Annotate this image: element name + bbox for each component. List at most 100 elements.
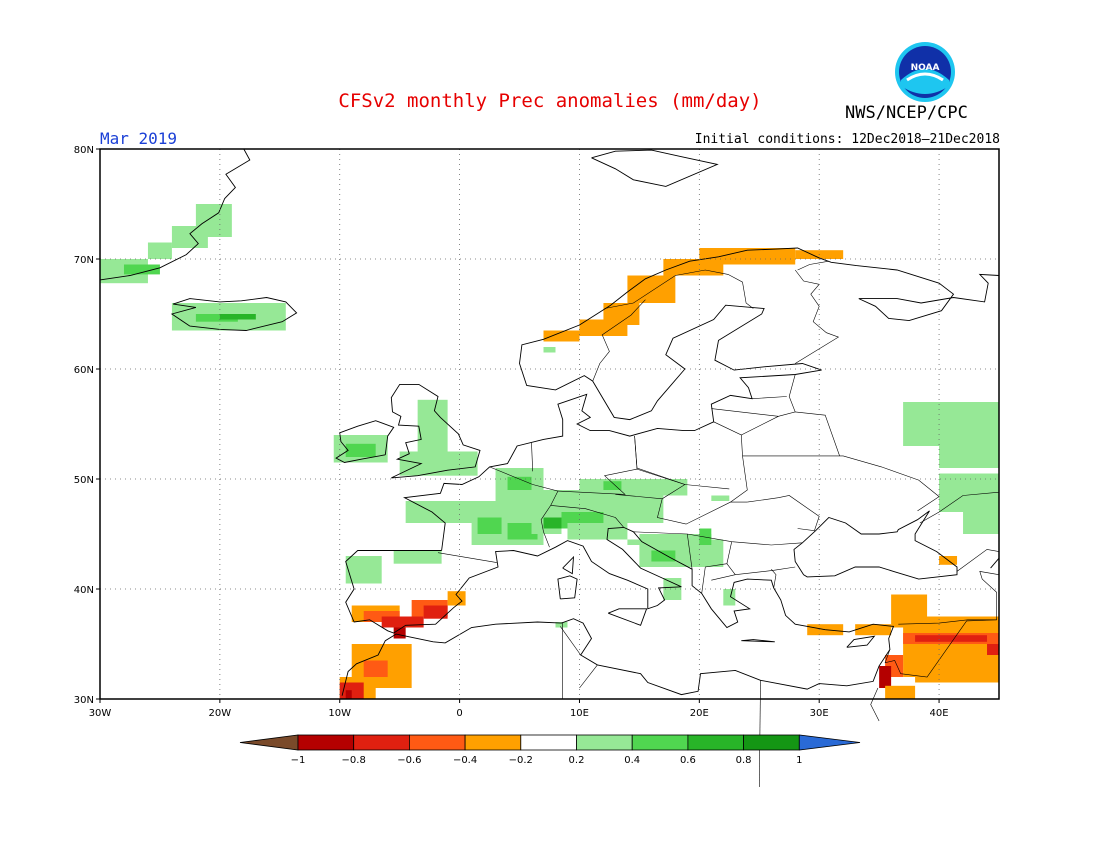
lat-tick-label: 60N [74,365,94,376]
anomaly-cell [963,495,999,534]
coastline [591,149,719,187]
lat-tick-label: 50N [74,475,94,486]
border-line [711,408,779,417]
anomaly-cell [879,666,892,688]
anomaly-cell [699,539,724,567]
lon-tick-label: 20E [690,708,709,719]
colorbar-label: 0.6 [680,755,696,766]
anomaly-cell [711,495,730,501]
colorbar: −1 −0.8 −0.6 −0.4 −0.2 0.2 0.4 0.6 0.8 1 [239,734,861,766]
anomaly-cell [885,685,916,699]
border-line [615,484,730,500]
anomaly-cell [477,517,502,534]
colorbar-label: 0.2 [569,755,585,766]
lon-tick-label: 30W [89,708,112,719]
anomaly-cell [627,275,676,303]
colorbar-label: −1 [291,755,306,766]
anomaly-cell [543,330,580,342]
coastline [403,247,1000,551]
anomaly-cell [939,440,999,468]
colorbar-label: 0.4 [624,755,640,766]
border-line [870,687,880,722]
coastlines [99,148,1000,788]
anomaly-cell [723,589,736,606]
border-line [759,680,761,788]
anomaly-cell [417,399,448,452]
anomaly-cell [381,616,424,628]
lat-tick-label: 70N [74,255,94,266]
border-line [550,505,625,528]
border-line [747,495,820,532]
coastline [557,575,578,600]
anomaly-cell [345,443,376,457]
anomaly-cell [543,347,556,353]
coastline [846,635,876,648]
anomaly-cell [915,616,999,628]
lat-tick-label: 40N [74,585,94,596]
lon-tick-label: 0 [456,708,462,719]
anomaly-cell [345,690,352,699]
anomaly-cell [915,655,999,683]
colorbar-label: 0.8 [736,755,752,766]
anomaly-cell [699,528,712,545]
border-line [657,498,748,525]
colorbar-segment [743,734,800,751]
noaa-logo-text: NOAA [911,63,940,73]
coastline [990,557,1000,569]
lat-tick-label: 80N [74,145,94,156]
anomaly-cell [123,264,160,275]
colorbar-segment [631,734,689,751]
anomaly-cell [555,622,568,628]
anomaly-cell [363,660,388,677]
coastline [170,297,298,331]
anomaly-cell [543,517,562,529]
anomaly-cell [987,644,999,661]
border-line [742,455,940,512]
anomaly-cell [507,476,532,490]
anomaly-cell [393,627,406,639]
colorbar-label: −0.4 [453,755,477,766]
anomaly-cell [507,523,538,540]
lon-tick-label: 10E [570,708,589,719]
anomaly-cell [195,314,238,322]
lon-tick-label: 10W [328,708,351,719]
colorbar-label: −0.6 [397,755,421,766]
anomaly-cell [567,523,628,540]
border-line [797,260,829,271]
anomaly-cell [903,402,999,446]
colorbar-segment [353,734,410,751]
anomaly-cell [603,481,622,490]
border-line [531,442,533,472]
anomaly-cell [219,314,256,320]
lon-tick-labels: 30W 20W 10W 0 10E 20E 30E 40E [89,699,949,719]
colorbar-right-arrow [798,734,861,751]
anomaly-cell [699,248,796,265]
border-line [687,533,693,570]
border-line [752,396,787,399]
anomaly-cell [393,550,442,564]
lon-tick-label: 30E [810,708,829,719]
colorbar-label: −0.2 [509,755,533,766]
colorbar-segment [576,734,633,751]
anomaly-cell [855,624,892,636]
anomaly-cell [363,611,400,622]
anomaly-cell [627,539,664,545]
map-frame [99,148,1000,700]
colorbar-segment [687,734,745,751]
border-line [701,541,732,594]
org-label: NWS/NCEP/CPC [845,103,968,123]
lon-tick-label: 20W [209,708,232,719]
colorbar-segment [408,734,466,751]
border-line [898,571,1000,625]
anomaly-cell [147,242,172,259]
border-line [741,374,796,436]
coastline [390,383,481,479]
border-line [592,299,646,382]
coastline [335,420,395,463]
anomaly-cells [100,204,999,699]
coastline [608,608,648,626]
colorbar-segment [520,734,577,751]
border-line [579,664,598,689]
month-label: Mar 2019 [100,129,178,148]
